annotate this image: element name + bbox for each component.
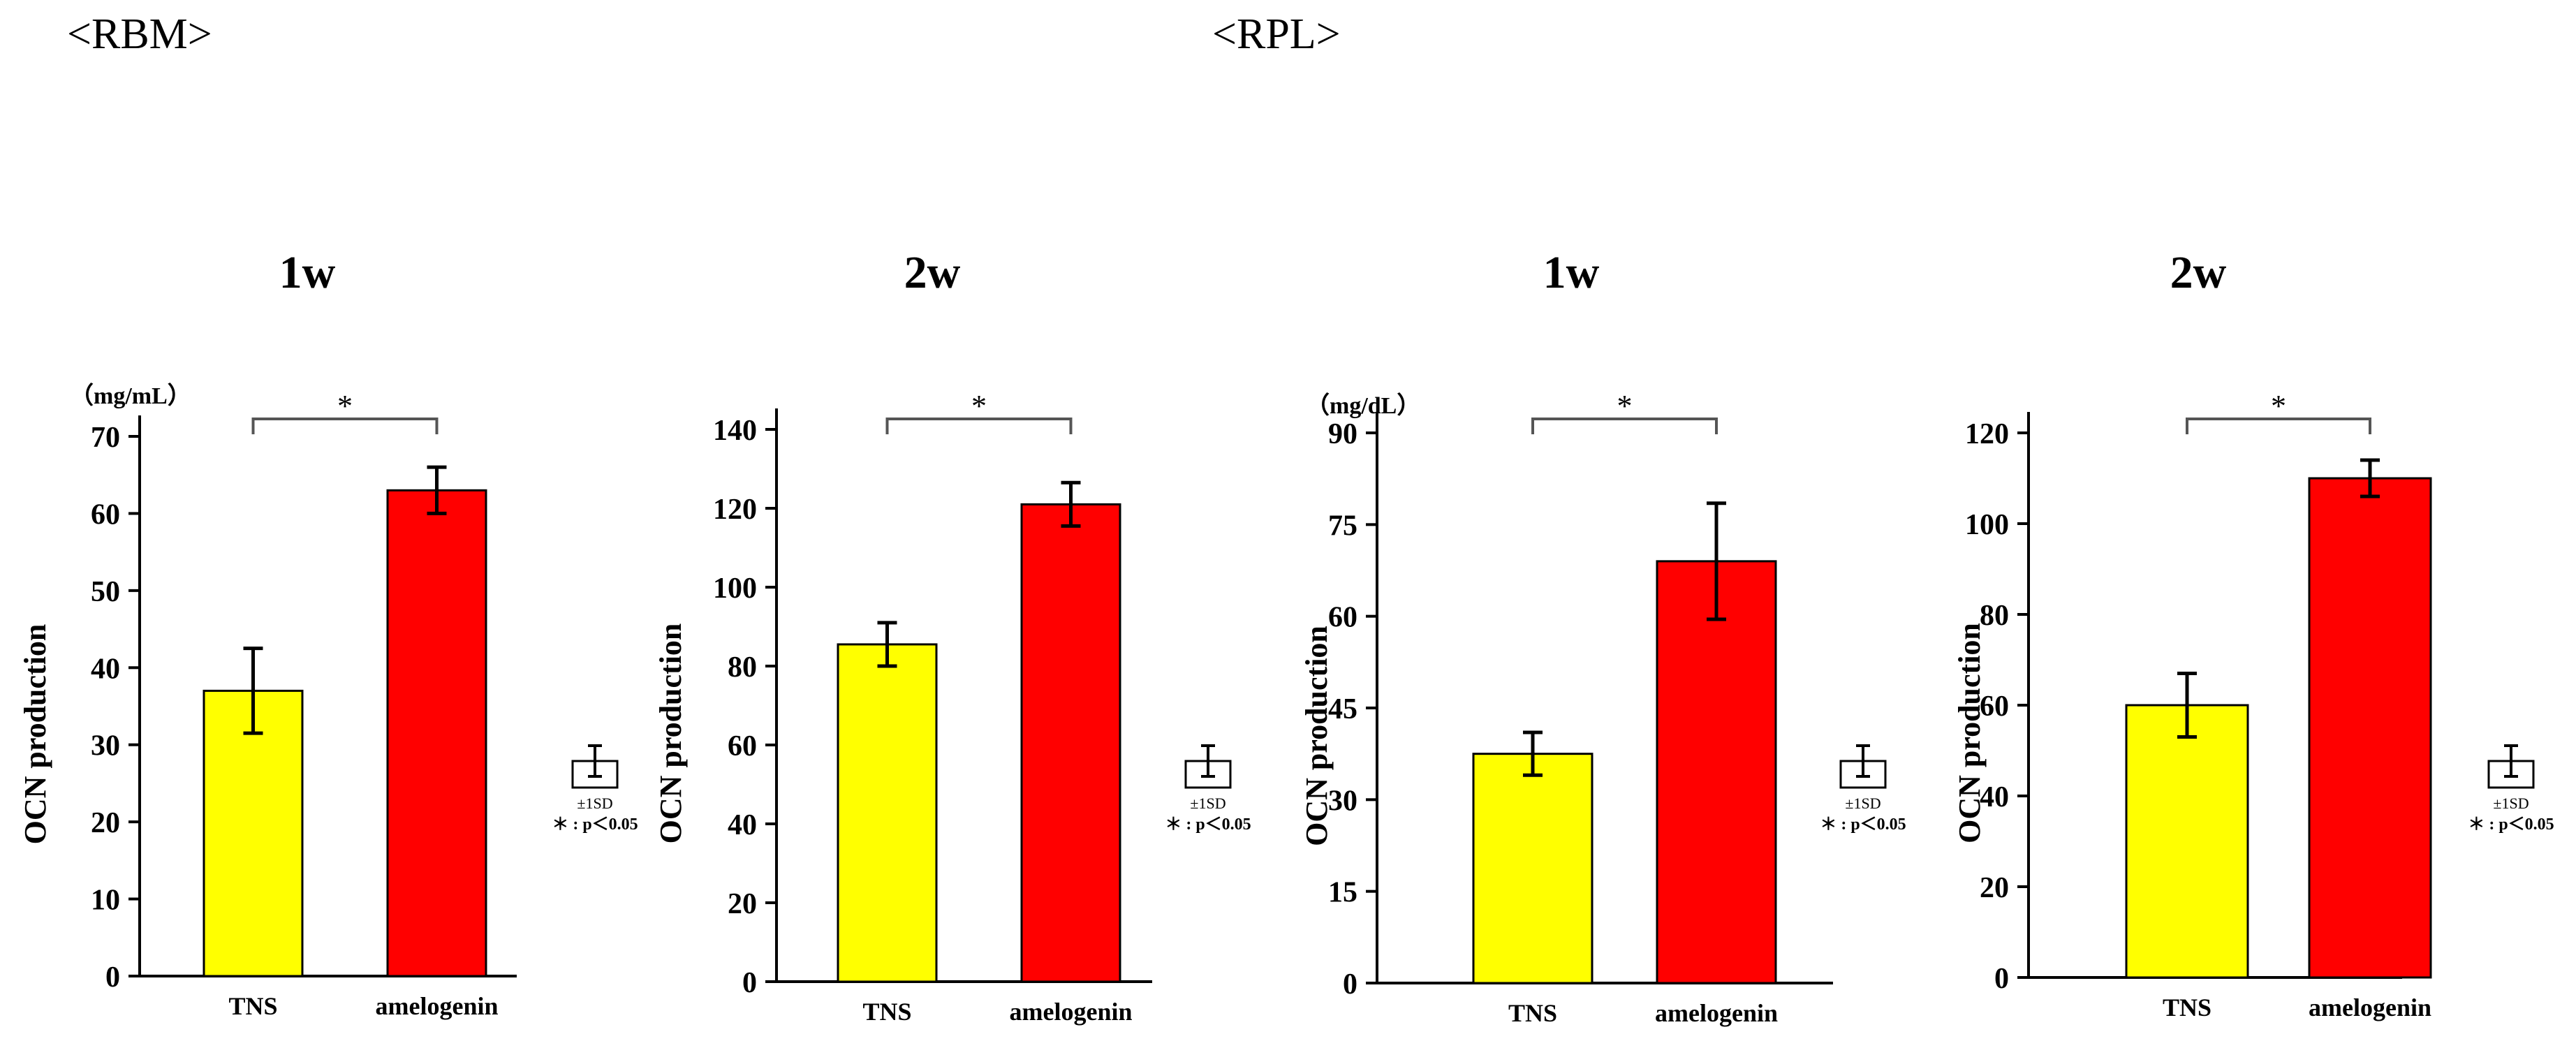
x-tick-label: TNS bbox=[2163, 994, 2211, 1021]
y-tick-label: 100 bbox=[1965, 509, 2009, 541]
y-tick-label: 60 bbox=[1328, 602, 1357, 634]
significance-bracket bbox=[2186, 418, 2371, 434]
y-tick-label: 0 bbox=[105, 961, 120, 994]
y-tick-label: 10 bbox=[91, 885, 120, 917]
y-tick-label: 60 bbox=[1980, 691, 2009, 723]
x-tick-label: TNS bbox=[1508, 999, 1557, 1027]
y-tick-label: 40 bbox=[1980, 781, 2009, 813]
legend-significance-label: ＊ : p＜0.05 bbox=[552, 815, 638, 834]
y-tick-label: 70 bbox=[91, 422, 120, 454]
y-tick-label: 60 bbox=[91, 499, 120, 531]
y-tick-label: 20 bbox=[728, 888, 757, 920]
legend-significance-label: ＊ : p＜0.05 bbox=[1165, 815, 1251, 834]
legend-sd-label: ±1SD bbox=[2493, 795, 2529, 812]
chart-title: 1w bbox=[279, 247, 336, 298]
y-tick-label: 0 bbox=[1994, 963, 2009, 995]
legend-sd-label: ±1SD bbox=[577, 795, 612, 812]
y-tick-label: 30 bbox=[1328, 785, 1357, 817]
y-tick-label: 45 bbox=[1328, 693, 1357, 725]
chart-title: 1w bbox=[1543, 247, 1600, 298]
legend-significance-label: ＊ : p＜0.05 bbox=[1820, 815, 1906, 834]
y-axis-label: OCN production bbox=[18, 624, 52, 845]
y-unit-label: （mg/dL） bbox=[1306, 392, 1420, 419]
y-tick-label: 120 bbox=[1965, 418, 2009, 450]
group-title-rpl: <RPL> bbox=[1212, 10, 1341, 58]
significance-star: * bbox=[337, 389, 353, 423]
x-tick-label: amelogenin bbox=[1655, 999, 1778, 1027]
y-axis-label: OCN production bbox=[654, 623, 688, 844]
y-tick-label: 40 bbox=[728, 809, 757, 841]
y-tick-label: 80 bbox=[728, 651, 757, 684]
bar-amelogenin bbox=[386, 489, 487, 977]
bar-tns bbox=[1472, 753, 1594, 984]
x-tick-label: TNS bbox=[228, 992, 277, 1020]
significance-star: * bbox=[1617, 389, 1633, 423]
y-axis-label: OCN production bbox=[1952, 623, 1987, 843]
significance-star: * bbox=[2271, 389, 2286, 423]
bar-tns bbox=[837, 643, 938, 983]
x-tick-label: TNS bbox=[862, 998, 911, 1026]
y-tick-label: 90 bbox=[1328, 418, 1357, 450]
y-tick-label: 140 bbox=[713, 415, 757, 447]
y-tick-label: 30 bbox=[91, 730, 120, 762]
significance-bracket bbox=[251, 418, 439, 434]
x-tick-label: amelogenin bbox=[1010, 998, 1133, 1026]
bar-amelogenin bbox=[1656, 560, 1777, 984]
y-tick-label: 50 bbox=[91, 576, 120, 608]
y-tick-label: 120 bbox=[713, 494, 757, 526]
y-tick-label: 75 bbox=[1328, 510, 1357, 542]
legend-sd-label: ±1SD bbox=[1190, 795, 1226, 812]
y-tick-label: 0 bbox=[1343, 968, 1357, 1001]
significance-bracket bbox=[885, 418, 1073, 434]
y-axis-label: OCN production bbox=[1300, 626, 1334, 846]
bar-tns bbox=[2125, 704, 2249, 979]
y-tick-label: 80 bbox=[1980, 600, 2009, 632]
y-unit-label: （mg/mL） bbox=[70, 382, 191, 409]
y-tick-label: 20 bbox=[1980, 872, 2009, 904]
y-tick-label: 0 bbox=[742, 967, 757, 999]
chart-title: 2w bbox=[2170, 247, 2227, 298]
x-tick-label: amelogenin bbox=[2309, 994, 2431, 1021]
bar-amelogenin bbox=[1020, 503, 1121, 983]
group-title-rbm: <RBM> bbox=[67, 10, 212, 58]
significance-bracket bbox=[1531, 418, 1718, 434]
y-tick-label: 20 bbox=[91, 807, 120, 839]
legend-significance-label: ＊ : p＜0.05 bbox=[2468, 815, 2554, 834]
significance-star: * bbox=[971, 389, 987, 423]
y-tick-label: 100 bbox=[713, 573, 757, 605]
legend-sd-label: ±1SD bbox=[1845, 795, 1881, 812]
chart-title: 2w bbox=[904, 247, 961, 298]
y-tick-label: 40 bbox=[91, 653, 120, 685]
y-tick-label: 60 bbox=[728, 730, 757, 762]
x-tick-label: amelogenin bbox=[376, 992, 499, 1020]
bar-tns bbox=[203, 689, 304, 977]
bar-amelogenin bbox=[2308, 477, 2432, 979]
y-tick-label: 15 bbox=[1328, 877, 1357, 909]
